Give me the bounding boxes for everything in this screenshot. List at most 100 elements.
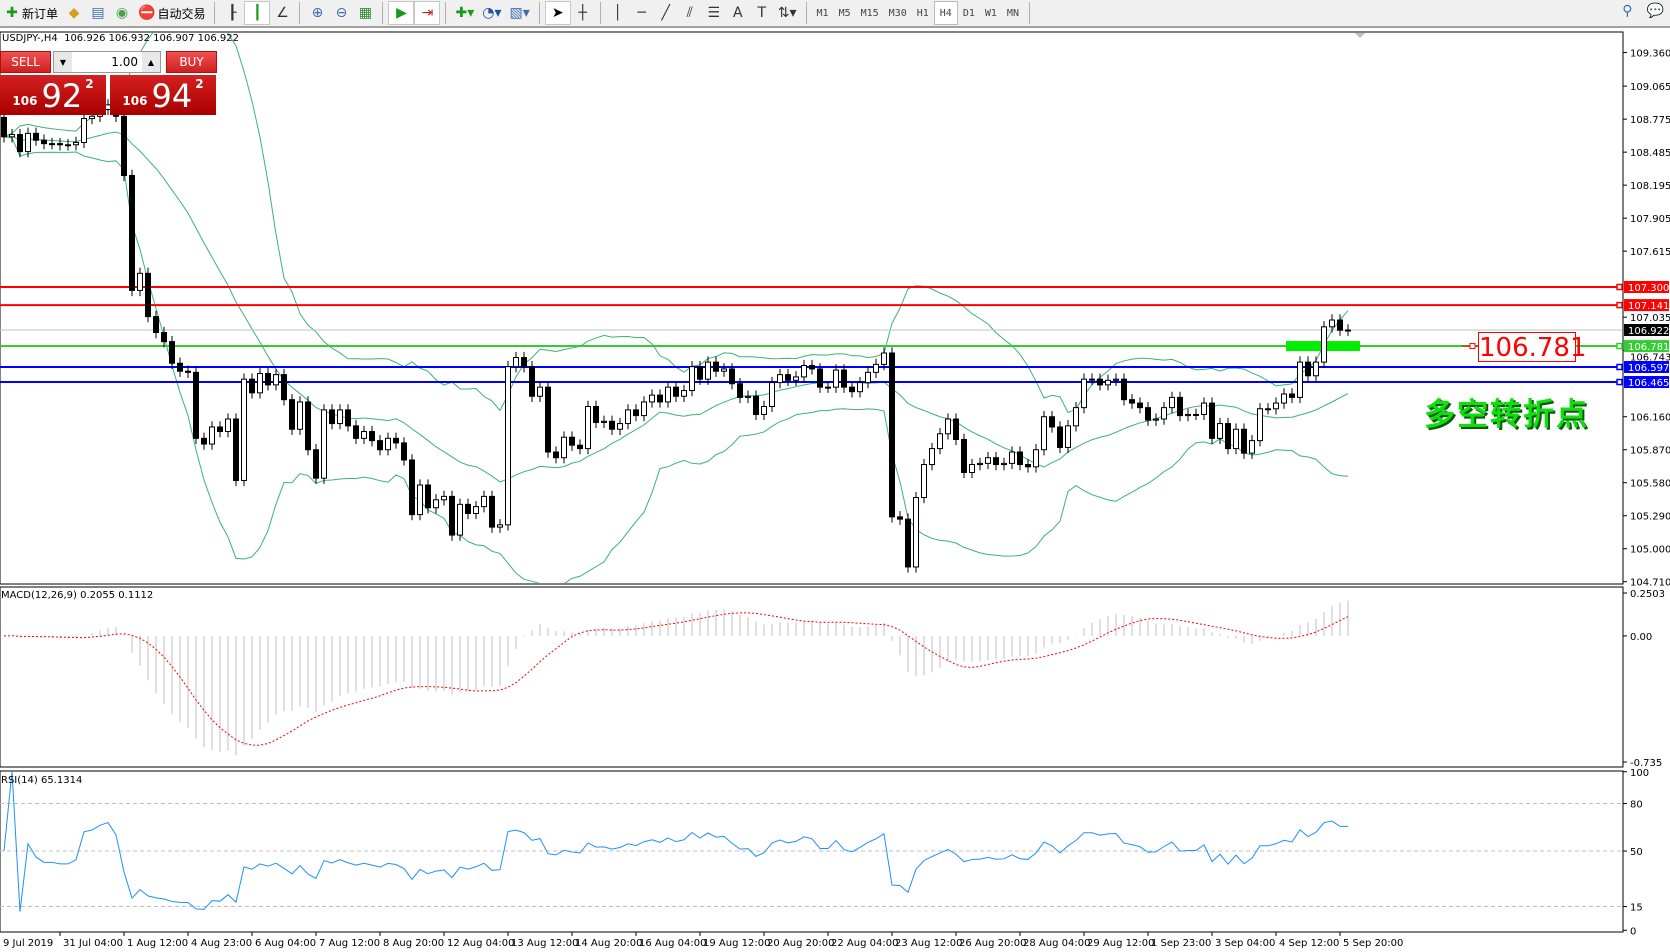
data-window-button[interactable]: ▤ <box>86 1 110 25</box>
candle-body <box>817 368 823 388</box>
price-tick-label: 105.870 <box>1630 446 1670 457</box>
candle-body <box>409 459 415 516</box>
timeframe-m1[interactable]: M1 <box>816 7 829 19</box>
candlestick-button[interactable]: ┃ <box>244 1 271 25</box>
candle-body <box>281 374 287 401</box>
candle <box>417 479 423 521</box>
candle-body <box>193 371 199 439</box>
arrows-button[interactable]: ⇅▾ <box>774 1 801 25</box>
time-tick-label: 20 Aug 20:00 <box>767 938 834 949</box>
candle-body <box>17 134 23 153</box>
navigator-button[interactable]: ◉ <box>110 1 134 25</box>
timeframe-w1[interactable]: W1 <box>984 7 997 19</box>
candle-body <box>1065 425 1071 448</box>
timeframe-m5[interactable]: M5 <box>838 7 851 19</box>
sell-price-button[interactable]: 106 92 2 <box>0 75 106 115</box>
candle <box>577 439 583 455</box>
templates-button[interactable]: ▧▾ <box>505 1 533 25</box>
tile-windows-button[interactable]: ▦ <box>353 1 377 25</box>
candle-body <box>713 361 719 372</box>
candle-body <box>1337 319 1343 331</box>
buy-price-button[interactable]: 106 94 2 <box>110 75 216 115</box>
timeframe-m15[interactable]: M15 <box>860 7 879 19</box>
timeframe-mn[interactable]: MN <box>1006 7 1019 19</box>
candle <box>945 413 951 440</box>
auto-scroll-button[interactable]: ▶ <box>388 1 415 25</box>
candle <box>625 404 631 430</box>
increase-lot-icon[interactable]: ▲ <box>142 52 160 72</box>
vertical-line-button[interactable]: │ <box>606 1 630 25</box>
candle-body <box>65 144 71 147</box>
candle-body <box>849 386 855 393</box>
candle-body <box>137 272 143 291</box>
candle-body <box>1145 407 1151 421</box>
trendline-button[interactable]: ╱ <box>654 1 678 25</box>
candle-body <box>257 372 263 394</box>
new-order-button[interactable]: ✚ 新订单 <box>0 1 62 25</box>
main-plot <box>0 33 1622 583</box>
price-annotation-label[interactable]: 106.781 <box>1478 332 1587 363</box>
candle-body <box>1217 423 1223 439</box>
candle <box>1345 324 1351 336</box>
candle-body <box>129 174 135 291</box>
equidistant-channel-button[interactable]: ⫽ <box>678 1 702 25</box>
candle-body <box>929 448 935 466</box>
price-tick-label: 109.360 <box>1630 49 1670 60</box>
fibonacci-button[interactable]: ☰ <box>702 1 726 25</box>
candle <box>1169 391 1175 414</box>
time-tick-label: 4 Aug 23:00 <box>191 938 252 949</box>
candle <box>209 421 215 450</box>
text-label-button[interactable]: T <box>750 1 774 25</box>
cursor-button[interactable]: ➤ <box>544 1 571 25</box>
candle-body <box>177 362 183 372</box>
time-tick-label: 1 Aug 12:00 <box>127 938 188 949</box>
candle <box>41 134 47 150</box>
candle-body <box>1153 418 1159 421</box>
timeframe-m30[interactable]: M30 <box>888 7 907 19</box>
candle-body <box>305 401 311 451</box>
zoom-in-button[interactable]: ⊕ <box>305 1 329 25</box>
candle-body <box>1233 428 1239 450</box>
candle-body <box>449 495 455 536</box>
timeframe-h4[interactable]: H4 <box>933 1 958 25</box>
indicators-button[interactable]: ✚▾ <box>451 1 478 25</box>
zoom-out-button[interactable]: ⊖ <box>329 1 353 25</box>
candle-body <box>921 464 927 499</box>
chat-icon[interactable]: 💬 <box>1646 3 1664 19</box>
candle <box>265 367 271 391</box>
candle-body <box>1257 408 1263 442</box>
candle-body <box>1273 402 1279 410</box>
candle <box>401 437 407 466</box>
auto-trading-button[interactable]: ⛔ 自动交易 <box>134 1 209 25</box>
rsi-tick-label: 100 <box>1630 768 1649 779</box>
annotation-text[interactable]: 多空转折点 <box>1424 397 1589 433</box>
templates-icon: ▧▾ <box>509 5 530 21</box>
chart-area[interactable]: 109.360 109.065 108.775 108.485 108.195 107.9… <box>0 30 1670 952</box>
decrease-lot-icon[interactable]: ▼ <box>54 52 72 72</box>
candle <box>977 457 983 471</box>
candle <box>1273 397 1279 415</box>
lot-size-stepper[interactable]: ▼ 1.00 ▲ <box>53 51 161 73</box>
timeframe-h1[interactable]: H1 <box>916 7 929 19</box>
chart-shift-marker <box>1355 33 1365 38</box>
crosshair-button[interactable]: ┼ <box>571 1 595 25</box>
bar-chart-button[interactable]: ┠ <box>220 1 244 25</box>
timeframe-d1[interactable]: D1 <box>962 7 975 19</box>
candle-body <box>1201 402 1207 415</box>
text-button[interactable]: A <box>726 1 750 25</box>
buy-button[interactable]: BUY <box>166 51 217 73</box>
lot-size-input[interactable]: 1.00 <box>111 55 138 69</box>
periods-button[interactable]: ◔▾ <box>478 1 505 25</box>
price-level-tag-label: 106.597 <box>1628 363 1669 374</box>
auto-scroll-icon: ▶ <box>396 5 407 21</box>
chart-shift-button[interactable]: ⇥ <box>414 1 441 25</box>
market-watch-button[interactable]: ◆ <box>62 1 86 25</box>
candle-body <box>945 418 951 435</box>
horizontal-line-button[interactable]: ─ <box>630 1 654 25</box>
candle-body <box>1121 378 1127 401</box>
search-icon[interactable]: ⚲ <box>1622 3 1633 19</box>
candle-body <box>961 438 967 473</box>
candle-body <box>969 464 975 473</box>
line-chart-button[interactable]: ∠ <box>270 1 294 25</box>
sell-button[interactable]: SELL <box>0 51 51 73</box>
